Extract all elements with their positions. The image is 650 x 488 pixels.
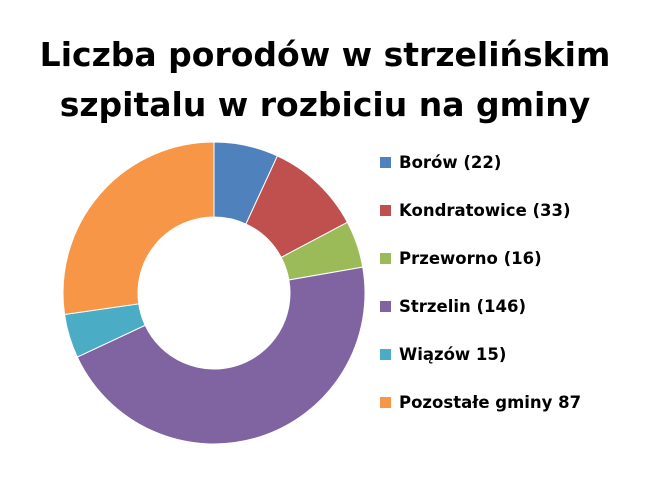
donut-slice-strzelin [76,266,366,445]
legend-label-kondratowice: Kondratowice (33) [399,200,571,220]
legend-swatch-pozostale-gminy [380,396,391,408]
legend-item-kondratowice: Kondratowice (33) [380,198,571,222]
legend-swatch-kondratowice [380,204,391,216]
legend-item-pozostale-gminy: Pozostałe gminy 87 [380,390,581,414]
chart-title-line-2: szpitalu w rozbiciu na gminy [59,85,591,124]
legend-label-pozostale-gminy: Pozostałe gminy 87 [399,392,582,412]
legend-label-strzelin: Strzelin (146) [399,296,527,316]
chart-title-line-1: Liczba porodów w strzelińskim [39,35,611,74]
legend-label-przeworno: Przeworno (16) [399,248,542,268]
legend-item-borow: Borów (22) [380,150,501,174]
legend-item-strzelin: Strzelin (146) [380,294,526,318]
legend-item-wiazow: Wiązów 15) [380,342,506,366]
legend-swatch-strzelin [380,300,391,312]
chart-title: Liczba porodów w strzelińskim szpitalu w… [0,30,650,130]
legend-label-borow: Borów (22) [399,152,502,172]
legend-swatch-przeworno [380,252,391,264]
legend-swatch-borow [380,156,391,168]
legend-swatch-wiazow [380,348,391,360]
legend-item-przeworno: Przeworno (16) [380,246,542,270]
legend-label-wiazow: Wiązów 15) [399,344,507,364]
donut-slice-pozostale-gminy [62,141,215,316]
